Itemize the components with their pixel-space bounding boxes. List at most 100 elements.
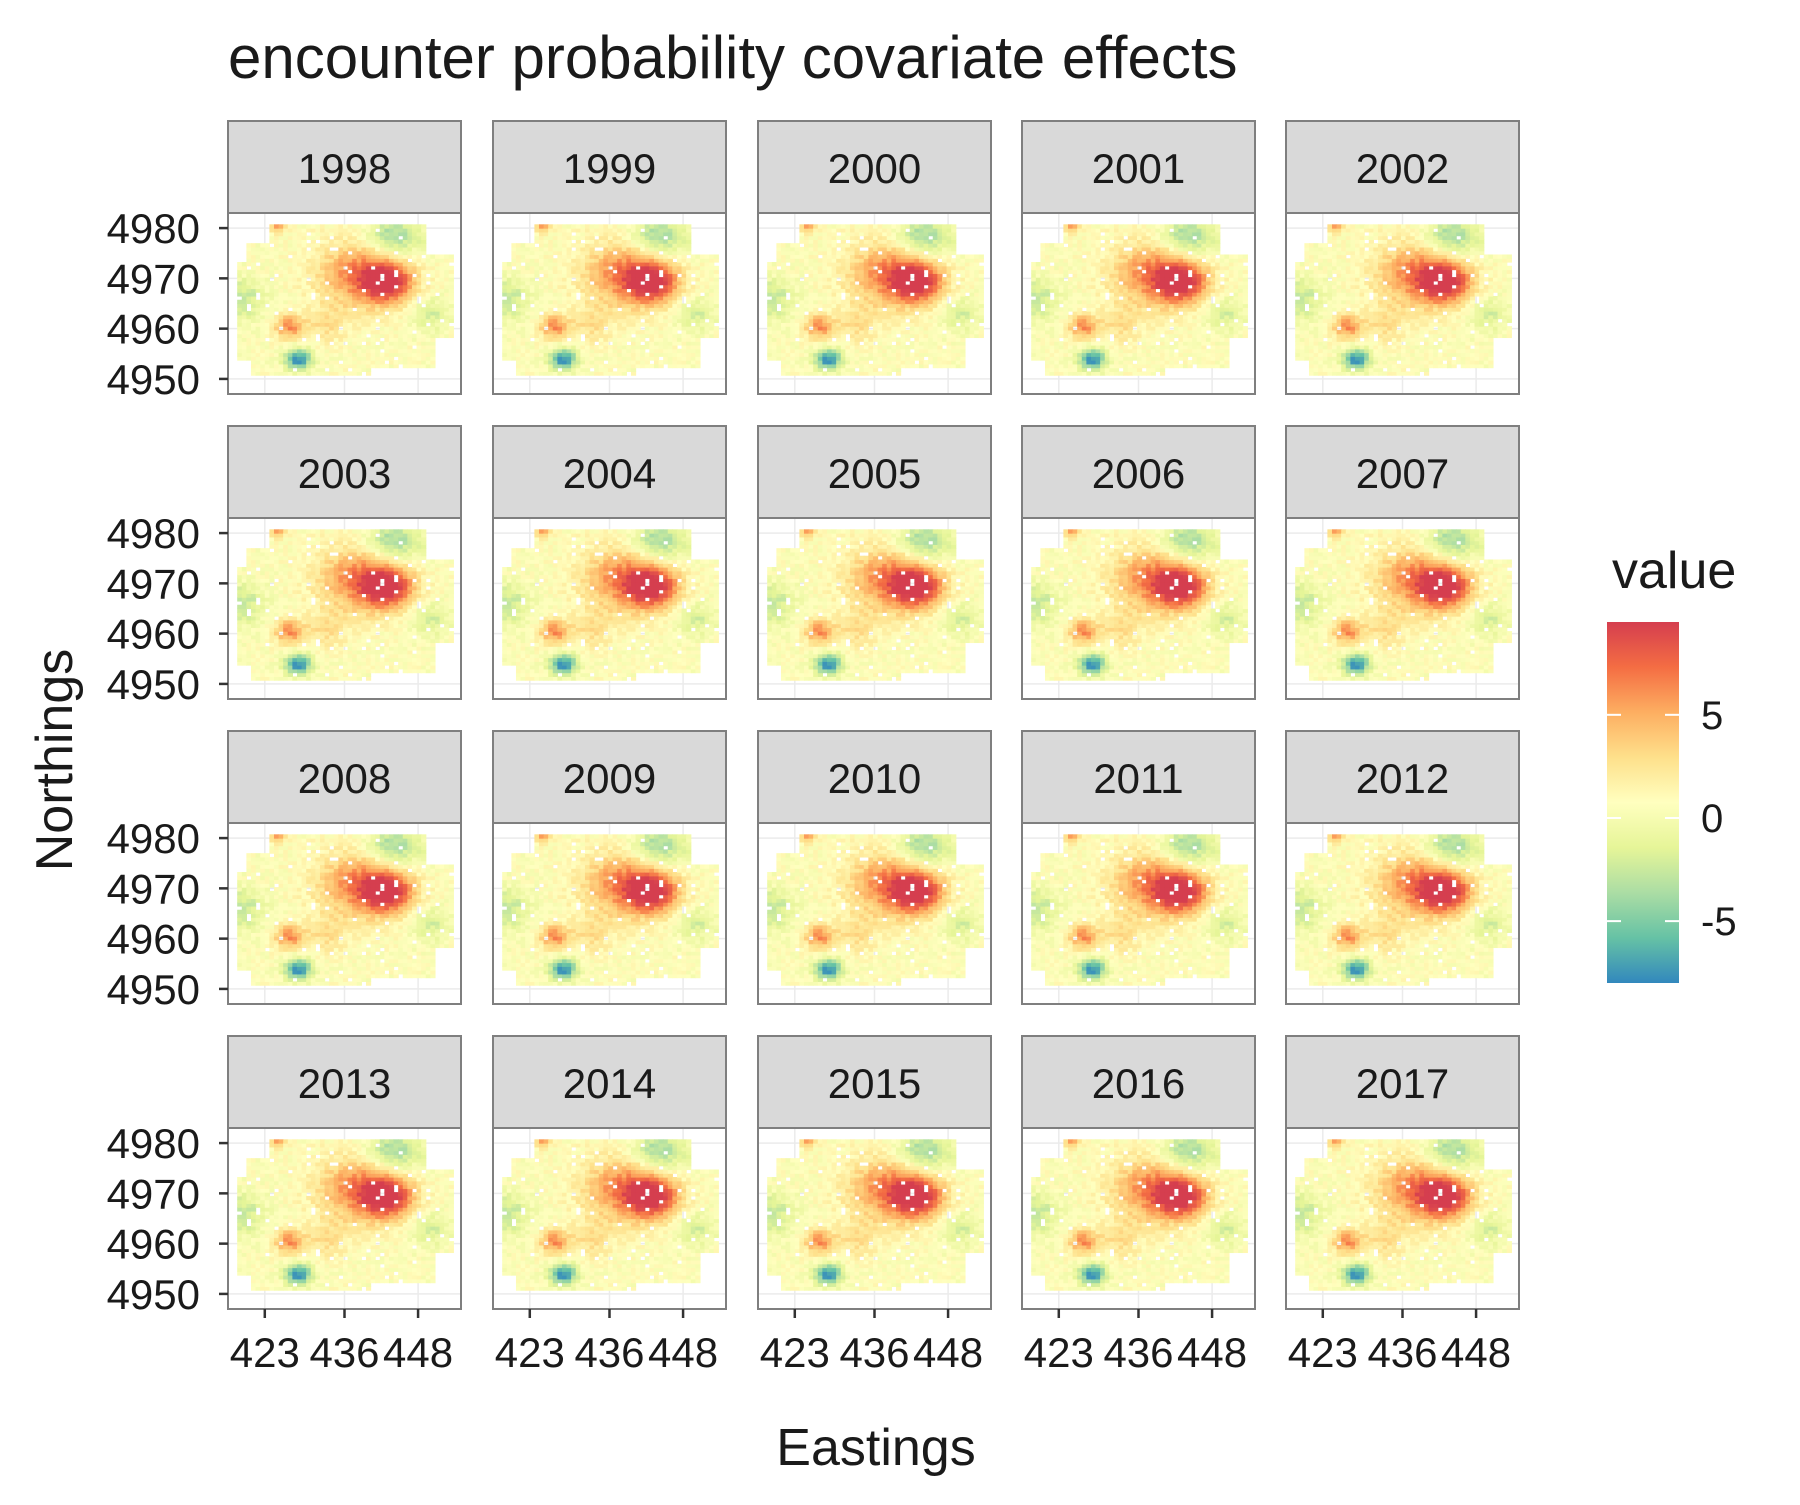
heatmap-cell	[855, 224, 860, 228]
heatmap-cell	[320, 251, 325, 255]
heatmap-cell	[440, 307, 445, 311]
heatmap-cell	[951, 353, 956, 357]
heatmap-cell	[776, 341, 781, 345]
heatmap-cell	[1031, 322, 1036, 326]
heatmap-cell	[594, 251, 599, 255]
heatmap-cell	[348, 281, 353, 285]
heatmap-cell	[603, 258, 608, 262]
heatmap-cell	[841, 300, 846, 304]
heatmap-cell	[924, 254, 929, 258]
heatmap-cell	[329, 349, 334, 353]
heatmap-cell	[933, 300, 938, 304]
heatmap-cell	[891, 337, 896, 341]
heatmap-cell	[430, 319, 435, 323]
heatmap-cell	[329, 345, 334, 349]
heatmap-cell	[937, 345, 942, 349]
heatmap-cell	[315, 353, 320, 357]
heatmap-cell	[947, 224, 952, 228]
heatmap-cell	[525, 273, 530, 277]
heatmap-cell	[603, 266, 608, 270]
heatmap-cell	[636, 337, 641, 341]
heatmap-cell	[576, 239, 581, 243]
heatmap-cell	[901, 311, 906, 315]
heatmap-cell	[571, 304, 576, 308]
heatmap-cell	[896, 236, 901, 240]
heatmap-cell	[822, 345, 827, 349]
heatmap-cell	[974, 307, 979, 311]
heatmap-cell	[567, 356, 572, 360]
heatmap-cell	[818, 337, 823, 341]
heatmap-cell	[352, 251, 357, 255]
heatmap-cell	[525, 262, 530, 266]
heatmap-cell	[590, 307, 595, 311]
heatmap-cell	[371, 228, 376, 232]
heatmap-cell	[352, 364, 357, 368]
heatmap-cell	[613, 311, 618, 315]
heatmap-cell	[320, 247, 325, 251]
heatmap-cell	[878, 326, 883, 330]
heatmap-cell	[530, 258, 535, 262]
heatmap-cell	[691, 353, 696, 357]
heatmap-cell	[553, 243, 558, 247]
heatmap-cell	[965, 258, 970, 262]
heatmap-cell	[663, 319, 668, 323]
heatmap-cell	[590, 319, 595, 323]
heatmap-cell	[891, 239, 896, 243]
heatmap-cell	[636, 243, 641, 247]
heatmap-cell	[403, 315, 408, 319]
heatmap-cell	[790, 326, 795, 330]
heatmap-cell	[534, 345, 539, 349]
heatmap-cell	[580, 285, 585, 289]
heatmap-cell	[380, 251, 385, 255]
heatmap-cell	[283, 330, 288, 334]
heatmap-cell	[325, 292, 330, 296]
heatmap-cell	[567, 266, 572, 270]
heatmap-cell	[891, 262, 896, 266]
heatmap-cell	[371, 300, 376, 304]
heatmap-cell	[919, 337, 924, 341]
heatmap-cell	[366, 270, 371, 274]
heatmap-cell	[919, 296, 924, 300]
heatmap-cell	[389, 364, 394, 368]
heatmap-cell	[534, 228, 539, 232]
heatmap-cell	[924, 360, 929, 364]
heatmap-cell	[799, 364, 804, 368]
heatmap-cell	[548, 368, 553, 372]
heatmap-cell	[348, 239, 353, 243]
heatmap-cell	[891, 292, 896, 296]
heatmap-cell	[1031, 262, 1036, 266]
heatmap-cell	[567, 273, 572, 277]
heatmap-cell	[822, 239, 827, 243]
heatmap-cell	[580, 341, 585, 345]
heatmap-cell	[965, 254, 970, 258]
heatmap-cell	[682, 239, 687, 243]
heatmap-cell	[836, 326, 841, 330]
heatmap-cell	[394, 326, 399, 330]
heatmap-cell	[444, 277, 449, 281]
heatmap-cell	[827, 353, 832, 357]
heatmap-cell	[636, 296, 641, 300]
heatmap-cell	[809, 236, 814, 240]
heatmap-cell	[366, 311, 371, 315]
heatmap-cell	[557, 360, 562, 364]
heatmap-cell	[672, 281, 677, 285]
heatmap-cell	[325, 311, 330, 315]
heatmap-cell	[868, 236, 873, 240]
heatmap-cell	[306, 296, 311, 300]
heatmap-cell	[868, 315, 873, 319]
heatmap-cell	[325, 224, 330, 228]
heatmap-cell	[919, 239, 924, 243]
heatmap-cell	[799, 345, 804, 349]
heatmap-cell	[608, 262, 613, 266]
heatmap-cell	[804, 307, 809, 311]
heatmap-cell	[700, 322, 705, 326]
heatmap-cell	[521, 273, 526, 277]
heatmap-cell	[822, 243, 827, 247]
heatmap-cell	[705, 266, 710, 270]
heatmap-cell	[256, 281, 261, 285]
heatmap-cell	[585, 300, 590, 304]
heatmap-cell	[804, 292, 809, 296]
heatmap-cell	[864, 337, 869, 341]
heatmap-cell	[887, 311, 892, 315]
heatmap-cell	[567, 296, 572, 300]
